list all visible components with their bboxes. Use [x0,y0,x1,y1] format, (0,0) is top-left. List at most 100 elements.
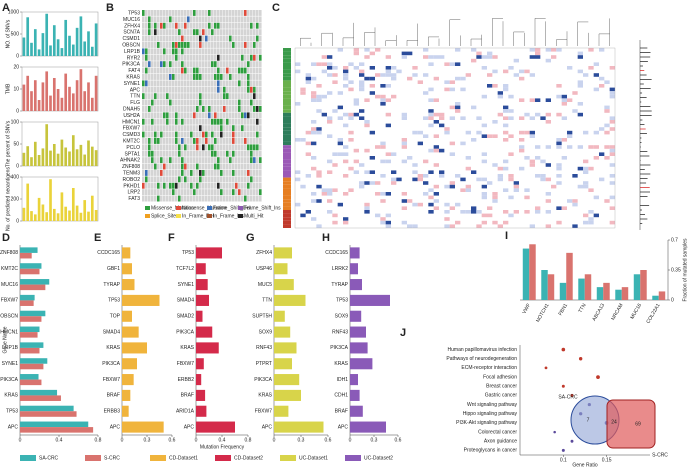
dot [570,393,574,397]
oncoplot-cell [244,170,247,176]
heatmap-cell [444,62,450,66]
oncoplot-cell [241,80,244,87]
oncoplot-cell [256,106,259,112]
panel-label: G [246,232,255,244]
x-tick-label: 0 [273,437,276,443]
bar [122,405,129,417]
oncoplot-cell [247,74,250,80]
heatmap-cell [380,98,386,102]
oncoplot-cell [154,10,157,16]
oncoplot-cell [217,138,220,144]
oncoplot-cell [151,170,154,176]
heatmap-cell [556,174,562,178]
oncoplot-cell [151,163,154,170]
oncoplot-cell [151,67,154,74]
oncoplot-cell [169,125,172,132]
x-tick-label: 0.8 [245,437,252,443]
gene-label: PKHD1 [123,183,140,189]
oncoplot-cell [220,195,223,202]
oncoplot-cell [223,74,226,80]
oncoplot-cell [208,157,211,164]
heatmap-cell [471,58,477,63]
oncoplot-cell [244,42,247,48]
y-tick-label: 10 [13,86,19,92]
heatmap-cell [471,138,477,142]
gene-label: FBXW7 [177,361,194,367]
oncoplot-cell [154,16,157,23]
heatmap-cell [561,138,567,142]
heatmap-cell [311,130,317,135]
bar [90,46,94,56]
oncoplot-cell [238,35,241,42]
bar [196,247,222,259]
oncoplot-cell [247,189,250,196]
oncoplot-cell [163,29,166,36]
oncoplot-cell [253,67,256,74]
heatmap-cell [455,109,461,113]
bar [79,16,83,56]
oncoplot-cell [202,54,205,61]
heatmap-cell [423,55,429,59]
oncoplot-cell [241,157,244,164]
oncoplot-cell [250,170,253,176]
oncoplot-cell [211,93,214,100]
oncoplot-cell [166,74,169,80]
heatmap-cell [316,130,322,135]
oncoplot-cell [226,74,229,80]
row-annotation [283,66,291,70]
oncoplot-cell [259,29,262,36]
heatmap-cell [444,210,450,214]
heatmap-cell [556,145,562,149]
bar [20,421,89,428]
gene-label: ARID1A [176,409,195,415]
oncoplot-cell [244,67,247,74]
heatmap-cell [492,195,498,200]
oncoplot-cell [223,163,226,170]
oncoplot-cell [223,35,226,42]
venn-set [606,399,656,449]
gene-label: ERBB2 [178,377,195,383]
oncoplot-cell [226,150,229,157]
oncoplot-cell [163,144,166,151]
heatmap-cell [433,148,439,153]
heatmap-cell [487,51,493,56]
oncoplot-cell [199,16,202,23]
heatmap-cell [583,130,589,135]
oncoplot-cell [238,189,241,196]
heatmap-cell [535,112,541,117]
heatmap-cell [433,199,439,203]
oncoplot-cell [238,195,241,202]
oncoplot-cell [175,67,178,74]
gene-label: BRAF [181,393,194,399]
oncoplot-cell [226,106,229,112]
oncoplot-cell [187,157,190,164]
heatmap-cell [503,116,509,120]
oncoplot-cell [148,150,151,157]
oncoplot-cell [214,86,217,93]
oncoplot-cell [244,150,247,157]
oncoplot-cell [250,195,253,202]
oncoplot-cell [175,86,178,93]
bar [94,210,98,221]
oncoplot-cell [244,74,247,80]
panel-label: A [2,2,10,14]
heatmap-cell [492,84,498,88]
oncoplot-cell [256,176,259,183]
pathway-label: PI3K-Akt signaling pathway [456,420,517,426]
oncoplot-cell [211,195,214,202]
heatmap-cell [588,145,594,149]
oncoplot-cell [250,93,253,100]
heatmap-cell [487,134,493,138]
bar [20,326,40,333]
oncoplot-cell [160,67,163,74]
x-tick-label: 0.6 [395,437,402,443]
oncoplot-cell [181,86,184,93]
heatmap-cell [609,66,615,70]
dot [561,384,565,388]
oncoplot-cell [187,74,190,80]
heatmap-cell [455,62,461,66]
heatmap-cell [337,138,343,142]
oncoplot-cell [238,176,241,183]
oncoplot-cell [169,163,172,170]
oncoplot-cell [226,138,229,144]
